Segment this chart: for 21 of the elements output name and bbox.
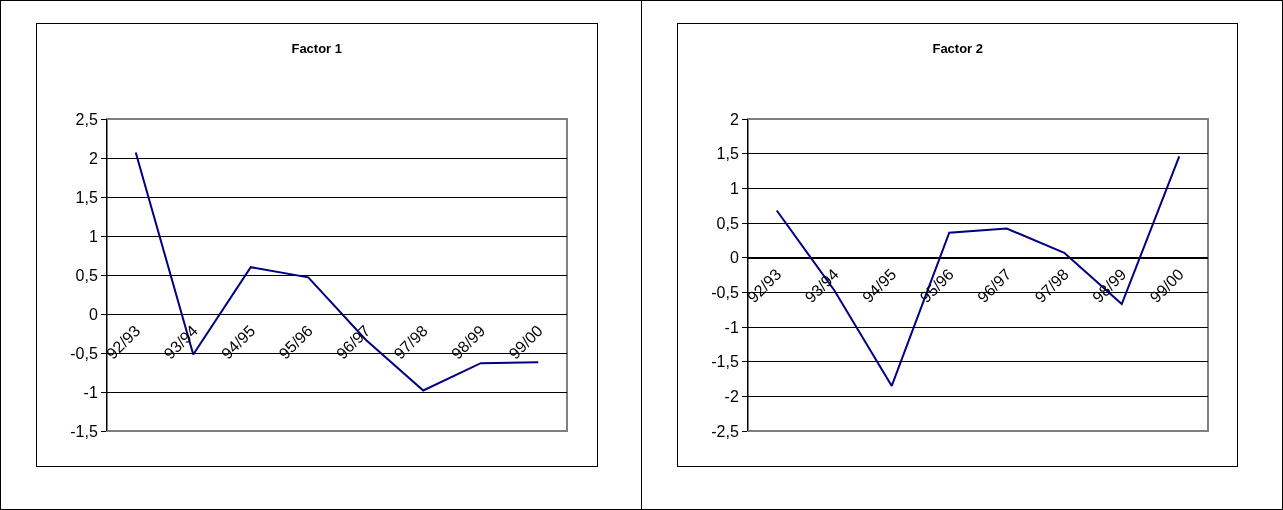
y-tick-label: 1,5 [75,188,98,206]
y-tick-label: -1,5 [710,353,739,371]
y-tick-label: 2 [88,149,98,167]
y-tick-label: 1 [88,227,98,245]
chart-title: Factor 1 [291,40,343,56]
y-tick-label: -1,5 [70,422,98,440]
y-tick-label: 0 [729,249,739,267]
y-tick-label: 0 [88,305,98,323]
y-tick-label: 1,5 [716,145,739,163]
y-tick-label: -0,5 [710,283,739,301]
y-tick-label: -1 [724,318,739,336]
y-tick-label: -1 [83,383,98,401]
y-tick-label: -0,5 [70,344,98,362]
y-tick-label: 0,5 [75,266,98,284]
y-tick-label: 2,5 [75,110,98,128]
y-tick-label: 2 [729,110,739,128]
y-tick-label: 1 [729,179,739,197]
y-tick-label: -2,5 [710,422,739,440]
y-tick-label: -2 [724,387,739,405]
y-tick-label: 0,5 [716,214,739,232]
chart-title: Factor 2 [931,40,983,56]
